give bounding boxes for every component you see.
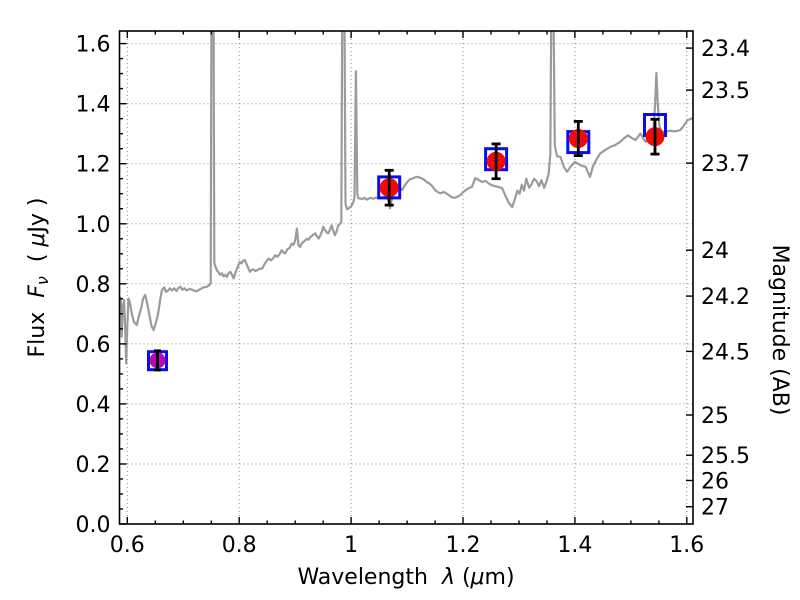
axis-frame — [118, 30, 694, 525]
x-tick-label: 0.6 — [110, 533, 145, 558]
galaxy-spectrum-line — [119, 31, 693, 365]
y-right-tick-label: 26 — [701, 470, 729, 495]
axis-label-part: m) — [485, 565, 515, 590]
y-left-tick-label: 1.0 — [76, 213, 111, 238]
axis-label-part: Jy ) — [25, 198, 50, 235]
axis-label-part: ν — [33, 276, 52, 285]
y-right-tick-label: 23.5 — [701, 79, 750, 104]
y-right-tick-label: 25 — [701, 404, 729, 429]
y-left-tick-label: 1.2 — [76, 153, 111, 178]
y-left-tick-label: 0.4 — [76, 393, 111, 418]
axis-label-part: μ — [470, 565, 485, 590]
x-axis-label: Wavelength λ (μm) — [297, 565, 514, 590]
x-tick-label: 1.2 — [446, 533, 481, 558]
axis-label-part: μ — [25, 233, 50, 248]
axis-label-part: F — [25, 285, 50, 298]
y-left-tick-label: 0.6 — [76, 333, 111, 358]
y-axis-label-left: Flux Fν ( μJy ) — [25, 198, 52, 358]
tick-labels: 0.6 0.8 1 1.2 1.4 1.6 0.0 0.2 0.4 0.6 0.8 1.0 1.2 1.4… — [76, 33, 750, 558]
y-left-tick-label: 0.8 — [76, 273, 111, 298]
y-right-tick-label: 24 — [701, 239, 729, 264]
y-left-tick-label: 1.6 — [76, 33, 111, 58]
x-tick-label: 1.4 — [557, 533, 592, 558]
x-tick-label: 1 — [344, 533, 358, 558]
y-right-tick-label: 23.4 — [701, 37, 750, 62]
x-tick-label: 1.6 — [669, 533, 704, 558]
axis-label-part: ( — [25, 247, 50, 277]
axis-label-part: Wavelength — [297, 565, 442, 590]
axis-label-part: ( — [455, 565, 471, 590]
y-right-tick-label: 24.2 — [701, 285, 750, 310]
axis-label-part: Flux — [25, 298, 50, 358]
y-left-tick-label: 0.2 — [76, 453, 111, 478]
y-left-tick-label: 1.4 — [76, 93, 111, 118]
y-left-tick-label: 0.0 — [76, 513, 111, 538]
photometry-points — [147, 113, 667, 372]
y-right-tick-label: 27 — [701, 496, 729, 521]
y-right-tick-label: 24.5 — [701, 340, 750, 365]
x-tick-label: 0.8 — [222, 533, 257, 558]
y-axis-label-right: Magnitude (AB) — [767, 245, 792, 416]
y-right-tick-label: 25.5 — [701, 444, 750, 469]
galaxy-spectrum — [119, 31, 693, 365]
axis-label-part: λ — [441, 565, 455, 590]
axis-ticks — [119, 31, 693, 525]
y-right-tick-label: 23.7 — [701, 152, 750, 177]
